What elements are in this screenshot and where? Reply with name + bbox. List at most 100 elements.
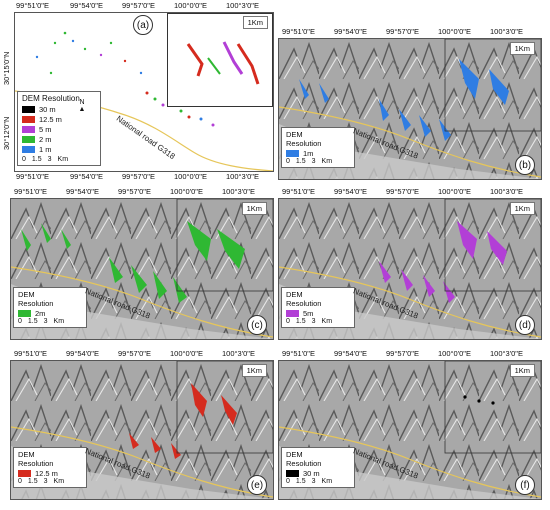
lon-label: 100°0'0"E	[170, 187, 203, 196]
scale-tick: 1.5	[27, 318, 38, 325]
legend-swatch	[22, 125, 35, 133]
scale-tick: 0	[18, 478, 22, 485]
legend-swatch	[22, 135, 35, 143]
lon-label: 99°54'0"E	[70, 1, 103, 10]
scale-tick: 1.5	[31, 156, 42, 163]
lat-label: 30°15'0"N	[2, 51, 11, 85]
legend-swatch	[18, 469, 31, 477]
legend: DEM Resolution 30 m 12.5 m 5 m 2 m 1 m 0…	[17, 91, 101, 166]
scale-bar: 0 1.5 3 Km	[286, 478, 350, 485]
legend: DEM Resolution 5m 0 1.5 3 Km	[281, 287, 355, 328]
lon-label: 99°57'0"E	[118, 349, 151, 358]
legend: DEM Resolution 1m 0 1.5 3 Km	[281, 127, 355, 168]
landslide-mapped	[129, 383, 237, 459]
scale-tick: 1.5	[295, 318, 306, 325]
scale-tick: 3	[47, 156, 52, 163]
legend-swatch	[286, 309, 299, 317]
scale-unit: Km	[53, 478, 65, 485]
lon-label: 99°54'0"E	[334, 349, 367, 358]
legend-swatch	[22, 115, 35, 123]
panel-b: 1Km DEM Resolution 1m 0 1.5 3 Km Nationa…	[278, 38, 542, 180]
scale-tick: 1.5	[295, 478, 306, 485]
panel-label: (b)	[515, 155, 535, 175]
lon-label: 99°51'0"E	[16, 1, 49, 10]
legend-item: 2m	[35, 308, 46, 318]
legend-item: 1m	[303, 148, 314, 158]
lon-label: 99°51'0"E	[16, 172, 49, 181]
lon-label: 99°54'0"E	[70, 172, 103, 181]
lon-label: 100°0'0"E	[170, 349, 203, 358]
scale-tick: 1.5	[295, 158, 306, 165]
inset-box: 1Km	[167, 13, 273, 107]
legend-item: 5m	[303, 308, 314, 318]
legend-item: 12.5 m	[35, 468, 58, 478]
scale-tick: 1.5	[27, 478, 38, 485]
legend-item: 5 m	[39, 124, 52, 134]
km-label: 1Km	[242, 16, 268, 29]
scale-tick: 0	[286, 478, 290, 485]
lat-label: 30°12'0"N	[2, 116, 11, 150]
legend-swatch	[22, 105, 35, 113]
scale-tick: 3	[43, 478, 48, 485]
legend: DEM Resolution 2m 0 1.5 3 Km	[13, 287, 87, 328]
scale-tick: 3	[311, 478, 316, 485]
panel-e: 1Km DEM Resolution 12.5 m 0 1.5 3 Km Nat…	[10, 360, 274, 500]
lon-label: 100°3'0"E	[222, 187, 255, 196]
landslide-mapped	[379, 221, 507, 303]
lon-label: 99°51'0"E	[14, 349, 47, 358]
lon-label: 99°57'0"E	[122, 172, 155, 181]
legend-swatch	[18, 309, 31, 317]
landslide-mapped	[463, 395, 495, 405]
lon-label: 99°57'0"E	[122, 1, 155, 10]
panel-label: (f)	[515, 475, 535, 495]
lon-label: 99°54'0"E	[334, 27, 367, 36]
scale-unit: Km	[321, 478, 333, 485]
legend-swatch	[286, 469, 299, 477]
km-label: 1Km	[241, 364, 267, 377]
scale-bar: 0 1.5 3 Km	[18, 478, 82, 485]
lon-label: 100°3'0"E	[490, 349, 523, 358]
panel-label: (a)	[133, 15, 153, 35]
legend-title: DEM Resolution	[286, 290, 322, 308]
lon-label: 99°54'0"E	[66, 187, 99, 196]
scale-tick: 0	[18, 318, 22, 325]
scale-bar: 0 1.5 3 Km	[286, 318, 350, 325]
legend-title: DEM Resolution	[22, 94, 80, 103]
scale-tick: 3	[43, 318, 48, 325]
scale-bar: 0 1.5 3 Km	[18, 318, 82, 325]
legend-swatch	[286, 149, 299, 157]
km-label: 1Km	[241, 202, 267, 215]
lon-label: 99°51'0"E	[282, 27, 315, 36]
lon-label: 100°0'0"E	[174, 1, 207, 10]
lon-label: 99°51'0"E	[282, 349, 315, 358]
landslide-mapped	[21, 221, 245, 303]
scale-bar: 0 1.5 3 Km	[22, 156, 96, 163]
lon-label: 99°57'0"E	[386, 349, 419, 358]
lon-label: 99°57'0"E	[118, 187, 151, 196]
inset-map	[186, 41, 260, 85]
panel-label: (e)	[247, 475, 267, 495]
km-label: 1Km	[509, 42, 535, 55]
panel-f: 1Km DEM Resolution 30 m 0 1.5 3 Km Natio…	[278, 360, 542, 500]
legend-item: 1 m	[39, 144, 52, 154]
landslide-scatter	[35, 31, 215, 127]
lon-label: 100°0'0"E	[438, 349, 471, 358]
lon-label: 99°57'0"E	[386, 187, 419, 196]
scale-unit: Km	[321, 318, 333, 325]
lon-label: 100°0'0"E	[438, 187, 471, 196]
km-label: 1Km	[509, 202, 535, 215]
legend-item: 30 m	[39, 104, 56, 114]
lon-label: 99°57'0"E	[386, 27, 419, 36]
legend-title: DEM Resolution	[18, 450, 54, 468]
scale-tick: 3	[311, 318, 316, 325]
lon-label: 100°0'0"E	[174, 172, 207, 181]
north-label: N	[79, 99, 85, 106]
scale-unit: Km	[53, 318, 65, 325]
lon-label: 100°3'0"E	[226, 172, 259, 181]
lon-label: 100°3'0"E	[490, 187, 523, 196]
lon-label: 100°0'0"E	[438, 27, 471, 36]
legend: DEM Resolution 12.5 m 0 1.5 3 Km	[13, 447, 87, 488]
scale-tick: 3	[311, 158, 316, 165]
scale-unit: Km	[57, 156, 69, 163]
scale-bar: 0 1.5 3 Km	[286, 158, 350, 165]
